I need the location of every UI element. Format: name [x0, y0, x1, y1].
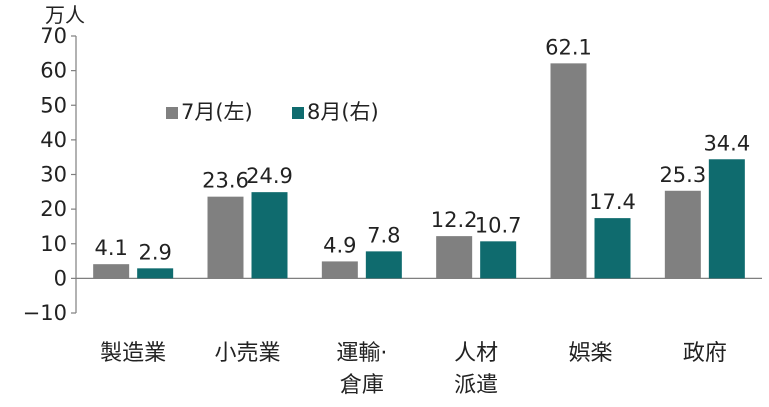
data-label: 17.4 [589, 190, 636, 214]
category-label: 運輸· [336, 341, 387, 366]
y-tick-labels: −10 0 10 20 30 40 50 60 70 [23, 24, 67, 325]
bar-july [207, 196, 244, 279]
category-label: 人材 [454, 341, 498, 366]
bar-august [480, 241, 517, 279]
legend-swatch [292, 107, 304, 119]
data-label: 34.4 [703, 131, 750, 155]
bar-august [251, 192, 288, 279]
bar-july [550, 63, 587, 279]
data-label: 4.9 [323, 233, 356, 257]
data-label: 24.9 [246, 164, 293, 188]
y-tick-label: 50 [40, 93, 67, 117]
legend-swatch [166, 107, 178, 119]
axes [71, 35, 762, 314]
bar-july [436, 236, 473, 279]
data-label: 12.2 [431, 208, 478, 232]
category-label: 倉庫 [340, 373, 384, 398]
data-label: 25.3 [659, 163, 706, 187]
category-label: 派遣 [454, 373, 498, 398]
bar-august [708, 159, 745, 279]
legend: 7月(左) 8月(右) [166, 100, 379, 124]
bar-july [93, 264, 130, 279]
y-tick-label: 30 [40, 163, 67, 187]
y-tick-label: 70 [40, 24, 67, 48]
category-label: 小売業 [214, 341, 280, 366]
data-labels: 4.1 2.9 23.624.9 4.9 7.8 12.210.7 62.1 17.4 25.3… [94, 35, 750, 264]
legend-label: 7月(左) [181, 100, 253, 124]
y-tick-label: 60 [40, 59, 67, 83]
bars [93, 63, 745, 279]
y-tick-label: 20 [40, 197, 67, 221]
y-tick-label: 40 [40, 128, 67, 152]
bar-august [365, 251, 402, 279]
category-label: 娯楽 [568, 341, 612, 366]
bar-july [321, 261, 358, 279]
bar-august [594, 218, 631, 279]
bar-august [137, 268, 174, 279]
y-tick-label: −10 [23, 301, 67, 325]
category-label: 政府 [683, 341, 727, 366]
category-label: 製造業 [100, 341, 166, 366]
data-label: 10.7 [475, 213, 522, 237]
data-label: 4.1 [94, 236, 127, 260]
legend-label: 8月(右) [307, 100, 379, 124]
data-label: 7.8 [367, 223, 400, 247]
unit-label: 万人 [45, 3, 85, 27]
bar-july [664, 190, 701, 279]
data-label: 62.1 [545, 35, 592, 59]
y-tick-label: 10 [40, 232, 67, 256]
y-tick-label: 0 [54, 266, 67, 290]
data-label: 2.9 [138, 240, 171, 264]
data-label: 23.6 [202, 169, 249, 193]
